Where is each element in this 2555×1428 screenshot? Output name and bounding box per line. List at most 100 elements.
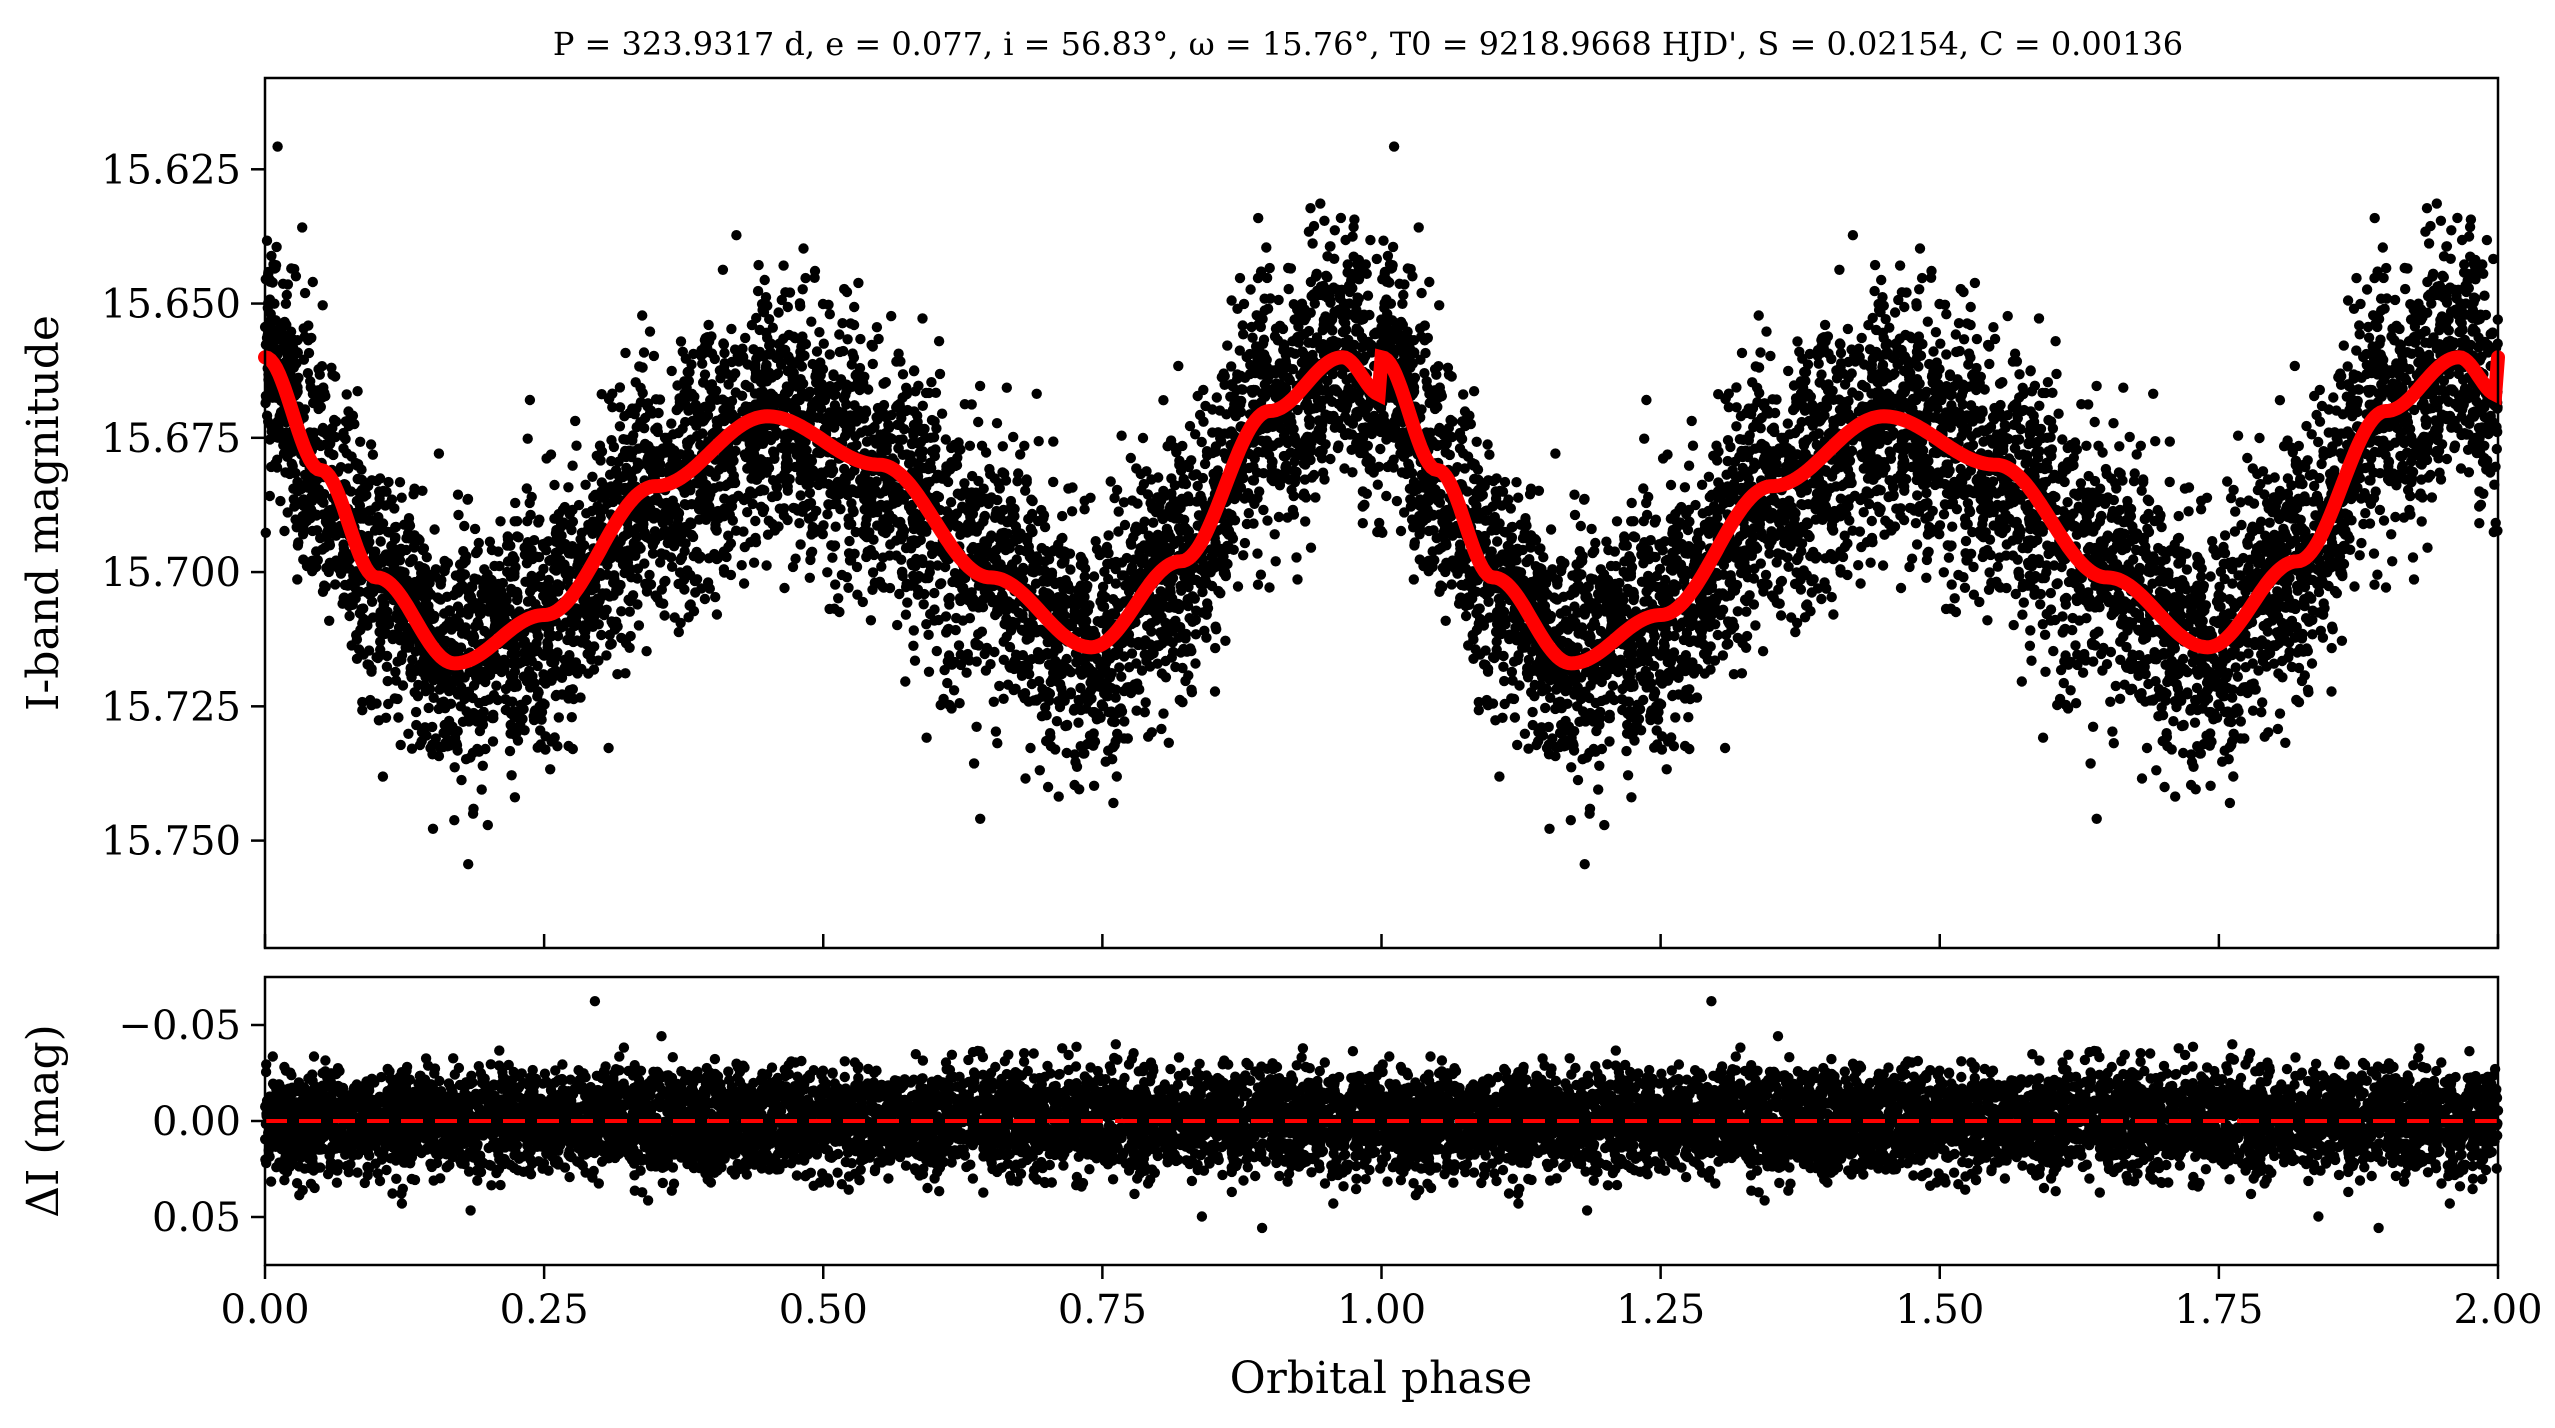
- data-point: [2025, 366, 2036, 377]
- data-point: [1291, 552, 1302, 563]
- data-point: [1545, 524, 1557, 535]
- data-point: [1066, 506, 1078, 517]
- data-point: [1252, 548, 1263, 559]
- data-point: [2441, 241, 2452, 252]
- data-point: [1775, 610, 1787, 621]
- data-point: [1329, 225, 1341, 236]
- data-point: [2156, 521, 2167, 533]
- data-point: [703, 319, 714, 331]
- data-point: [1131, 521, 1142, 532]
- data-point: [2091, 380, 2102, 392]
- data-point: [1651, 725, 1662, 736]
- data-point: [923, 629, 934, 640]
- data-point: [2164, 476, 2175, 488]
- data-point: [1416, 287, 1427, 299]
- data-point: [731, 230, 742, 241]
- data-point: [2351, 272, 2362, 284]
- data-point: [491, 680, 502, 691]
- data-point: [1910, 518, 1922, 529]
- data-point: [637, 362, 648, 373]
- data-point: [633, 620, 645, 631]
- data-point: [926, 463, 937, 474]
- data-point: [934, 579, 946, 590]
- data-point: [423, 702, 434, 714]
- data-point: [844, 535, 855, 547]
- data-point: [1220, 635, 1231, 646]
- data-point: [2087, 721, 2099, 732]
- data-point: [1790, 626, 1801, 638]
- data-point: [2148, 388, 2159, 399]
- data-point: [2368, 548, 2380, 559]
- data-point: [1974, 596, 1985, 608]
- data-point: [2013, 566, 2024, 577]
- data-point: [779, 582, 790, 594]
- data-point: [2326, 686, 2337, 697]
- data-point: [926, 377, 937, 388]
- data-point: [2141, 742, 2153, 754]
- data-point: [2108, 418, 2119, 429]
- data-point: [1670, 712, 1681, 723]
- data-point: [978, 516, 989, 527]
- data-point: [990, 726, 1002, 737]
- data-point: [549, 564, 560, 575]
- data-point: [1926, 265, 1937, 277]
- data-point: [794, 518, 805, 529]
- data-point: [2297, 478, 2308, 490]
- data-point: [902, 597, 913, 608]
- data-point: [2235, 716, 2246, 727]
- data-point: [2222, 476, 2233, 487]
- data-point: [549, 513, 560, 524]
- data-point: [1654, 563, 1666, 575]
- data-point: [795, 301, 806, 312]
- data-point: [2171, 701, 2182, 713]
- data-point: [936, 408, 948, 419]
- data-point: [1001, 631, 1012, 642]
- data-point: [1063, 483, 1074, 494]
- data-point: [1241, 518, 1253, 530]
- data-point: [1816, 593, 1827, 605]
- data-point: [1140, 697, 1151, 708]
- data-point: [2094, 516, 2106, 527]
- data-point: [959, 478, 970, 489]
- data-point: [1914, 284, 1925, 295]
- data-point: [1895, 582, 1907, 594]
- data-point: [1683, 712, 1694, 723]
- data-point: [264, 490, 275, 502]
- data-point: [1899, 485, 1910, 496]
- data-point: [573, 499, 585, 511]
- data-point: [1665, 513, 1677, 524]
- data-point: [2407, 552, 2419, 563]
- data-point: [1792, 336, 1803, 347]
- data-point: [563, 693, 574, 704]
- data-point: [1579, 859, 1590, 870]
- data-point: [1842, 323, 1854, 335]
- data-point: [469, 523, 481, 535]
- data-point: [886, 310, 897, 322]
- data-point: [1342, 259, 1353, 270]
- data-point: [2205, 780, 2216, 791]
- data-point: [1388, 141, 1400, 152]
- data-point: [1782, 418, 1794, 429]
- data-point: [818, 338, 829, 349]
- data-point: [1136, 665, 1148, 676]
- data-point: [1156, 668, 1168, 679]
- data-point: [463, 859, 474, 870]
- data-point: [395, 739, 406, 751]
- data-point: [2195, 504, 2207, 515]
- data-point: [534, 514, 545, 525]
- data-point: [1097, 581, 1109, 592]
- data-point: [330, 579, 341, 590]
- data-point: [897, 566, 908, 577]
- data-point: [2459, 259, 2470, 270]
- data-point: [1177, 697, 1188, 708]
- data-point: [2374, 504, 2386, 516]
- data-point: [553, 712, 564, 723]
- data-point: [1477, 489, 1489, 501]
- data-point: [2338, 340, 2349, 351]
- data-point: [1264, 262, 1275, 274]
- data-point: [1048, 436, 1059, 447]
- data-point: [1048, 476, 1059, 488]
- data-point: [458, 546, 469, 557]
- data-point: [726, 323, 737, 335]
